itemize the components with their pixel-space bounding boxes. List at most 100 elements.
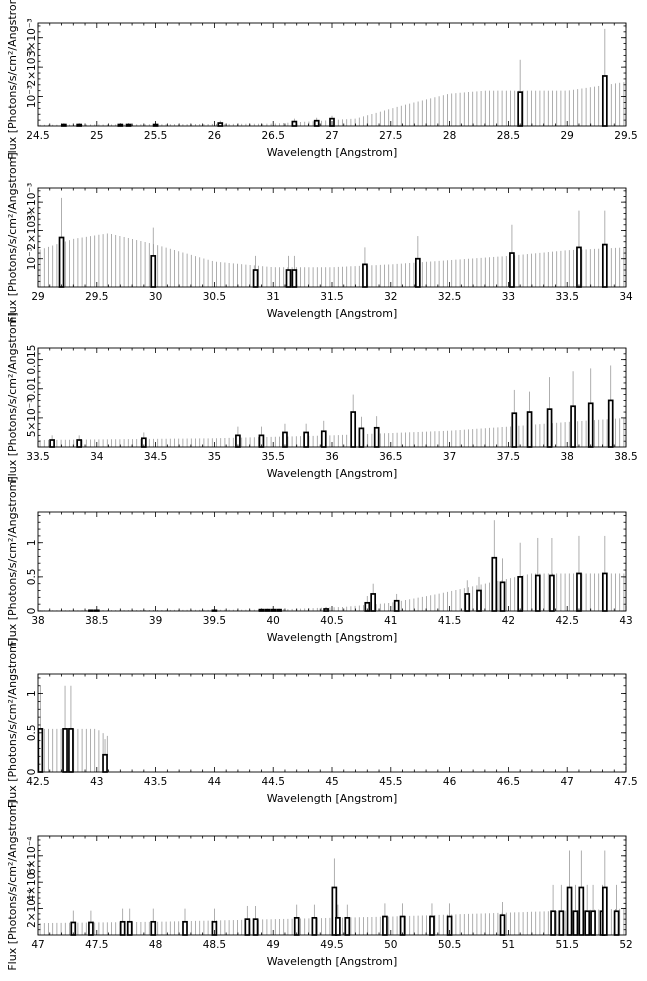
y-tick-label: 6×10⁻⁴ (26, 837, 38, 876)
flux-bar (517, 576, 524, 612)
y-axis-label: Flux [Photons/s/cm²/Angstrom] (6, 0, 19, 160)
x-tick-label: 38 (561, 451, 574, 463)
flux-bar (570, 405, 576, 448)
x-tick-label: 38 (31, 615, 44, 627)
x-tick-label: 27.5 (379, 130, 402, 142)
x-tick-label: 32 (384, 291, 397, 303)
x-tick-label: 44 (208, 776, 222, 788)
x-tick-label: 50.5 (438, 939, 461, 951)
x-axis-label: Wavelength [Angstrom] (267, 631, 398, 644)
flux-bar (429, 915, 435, 936)
flux-bar (76, 439, 83, 448)
y-tick-label: 0.5 (26, 569, 38, 586)
flux-bar (590, 910, 596, 936)
y-axis-label: Flux [Photons/s/cm²/Angstrom] (6, 476, 19, 646)
x-tick-label: 24.5 (26, 130, 49, 142)
flux-bar (584, 910, 591, 936)
x-tick-label: 32.5 (438, 291, 461, 303)
flux-bar (550, 910, 556, 936)
flux-bar (344, 916, 351, 936)
y-tick-label: 3×10⁻³ (26, 18, 38, 57)
flux-bar (320, 430, 327, 448)
x-tick-label: 30 (149, 291, 162, 303)
flux-bar (601, 243, 608, 288)
flux-bar (382, 915, 388, 936)
x-tick-label: 29 (31, 291, 44, 303)
x-tick-label: 42 (502, 615, 515, 627)
x-tick-label: 38.5 (614, 451, 637, 463)
flux-bar (499, 914, 506, 936)
flux-bar (534, 574, 541, 612)
x-tick-label: 29 (561, 130, 574, 142)
panel-1: 24.5 25 25.5 26 26.5 27 27.5 28 28.5 29 29.5 10⁻³2×… (6, 0, 638, 160)
flux-bar (291, 269, 298, 288)
flux-bar (414, 257, 421, 288)
x-tick-label: 30.5 (203, 291, 226, 303)
x-tick-label: 49.5 (320, 939, 343, 951)
y-tick-label: 2×10⁻⁴ (26, 889, 38, 928)
y-tick-label: 0 (26, 769, 38, 776)
flux-bar (362, 263, 368, 288)
x-tick-label: 36 (325, 451, 339, 463)
flux-bar (313, 119, 320, 127)
panel-4: 38 38.5 39 39.5 40 40.5 41 41.5 42 42.5 43 0 0.5 1 Wav… (6, 476, 633, 646)
x-tick-label: 42.5 (556, 615, 579, 627)
flux-bar (607, 399, 614, 448)
y-tick-label: 0.5 (26, 724, 38, 741)
flux-bar (119, 920, 126, 936)
x-axis-label: Wavelength [Angstrom] (267, 792, 398, 805)
flux-bar (88, 921, 94, 936)
flux-bar (601, 886, 608, 936)
y-axis-label: Flux [Photons/s/cm²/Angstrom] (6, 152, 19, 322)
x-tick-label: 47 (561, 776, 574, 788)
x-axis-label: Wavelength [Angstrom] (267, 955, 398, 968)
flux-bar (285, 269, 292, 288)
flux-bar (62, 728, 68, 773)
x-tick-label: 35.5 (262, 451, 285, 463)
flux-bar (613, 910, 620, 936)
y-tick-label: 10⁻³ (26, 85, 38, 108)
x-tick-label: 43 (619, 615, 632, 627)
x-tick-label: 38.5 (85, 615, 108, 627)
flux-bar (68, 728, 74, 773)
x-tick-label: 28.5 (497, 130, 520, 142)
flux-bar (311, 916, 318, 936)
flux-bar (517, 91, 524, 127)
panel-2: 29 29.5 30 30.5 31 31.5 32 32.5 33 33.5 34 10⁻³2×10… (6, 152, 633, 322)
x-tick-label: 47 (31, 939, 44, 951)
flux-bar (244, 918, 251, 936)
plot-frame (37, 673, 627, 773)
flux-bar (58, 236, 65, 288)
x-tick-label: 39 (149, 615, 162, 627)
y-tick-label: 2×10⁻³ (26, 48, 38, 87)
flux-bar (373, 426, 380, 448)
flux-bar (587, 402, 594, 448)
x-tick-label: 41 (384, 615, 397, 627)
y-tick-label: 3×10⁻³ (26, 183, 38, 222)
y-tick-label: 4×10⁻⁴ (26, 863, 38, 902)
x-axis-label: Wavelength [Angstrom] (267, 146, 398, 159)
flux-bar (558, 910, 565, 936)
x-tick-label: 49 (267, 939, 280, 951)
flux-bar (526, 411, 533, 448)
x-tick-label: 36.5 (379, 451, 402, 463)
flux-bar (370, 593, 377, 612)
x-tick-label: 34 (619, 291, 633, 303)
flux-bar (546, 408, 553, 448)
y-tick-label: 5×10⁻³ (26, 399, 38, 438)
flux-bar (252, 269, 259, 288)
x-tick-label: 29.5 (85, 291, 108, 303)
y-tick-label: 0.015 (26, 345, 38, 375)
x-tick-label: 37 (443, 451, 456, 463)
x-tick-label: 31 (267, 291, 280, 303)
panel-3: 33.5 34 34.5 35 35.5 36 36.5 37 37.5 38 38.5 5×10⁻³… (6, 312, 638, 482)
flux-bar (572, 910, 579, 936)
flux-bar (358, 427, 365, 448)
flux-bar (464, 593, 471, 612)
panel-6: 47 47.5 48 48.5 49 49.5 50 50.5 51 51.5 52 2×10⁻⁴4×… (6, 800, 633, 970)
x-tick-label: 39.5 (203, 615, 226, 627)
y-tick-label: 1 (26, 690, 38, 697)
x-tick-label: 43 (90, 776, 103, 788)
flux-bar (576, 572, 582, 612)
